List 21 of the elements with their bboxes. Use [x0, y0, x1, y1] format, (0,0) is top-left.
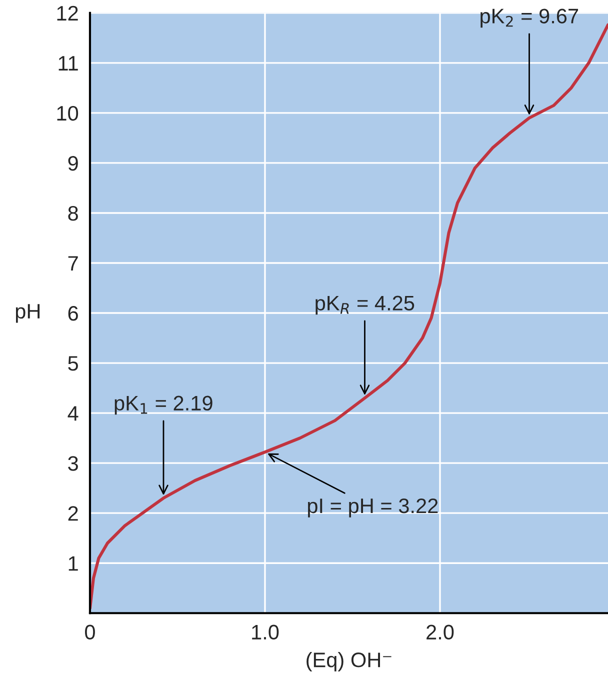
y-axis-title: pH [16, 304, 40, 323]
y-tick-label: 7 [68, 256, 78, 271]
annotation: pK$_{1}$ = 2.19 [114, 396, 212, 415]
x-axis-title: (Eq) OH⁻ [306, 652, 392, 672]
annotation: pK$_{2}$ = 9.67 [480, 8, 578, 28]
y-tick-label: 6 [68, 306, 78, 321]
annotation: pK$_{R}$ = 4.25 [316, 296, 414, 315]
y-tick-label: 11 [58, 56, 78, 70]
x-tick-label: 2.0 [426, 624, 454, 640]
y-tick-label: 2 [68, 506, 78, 521]
y-tick-label: 10 [57, 106, 78, 121]
y-tick-label: 4 [68, 406, 78, 421]
x-tick-label: 0 [85, 624, 95, 640]
y-tick-label: 1 [68, 556, 78, 571]
y-tick-label: 3 [68, 456, 78, 471]
y-tick-label: 8 [68, 206, 78, 221]
annotation: pI = pH = 3.22 [308, 498, 438, 518]
y-tick-label: 12 [57, 6, 78, 20]
y-tick-label: 5 [68, 356, 78, 371]
x-tick-label: 1.0 [252, 624, 279, 640]
y-tick-label: 9 [68, 156, 78, 171]
